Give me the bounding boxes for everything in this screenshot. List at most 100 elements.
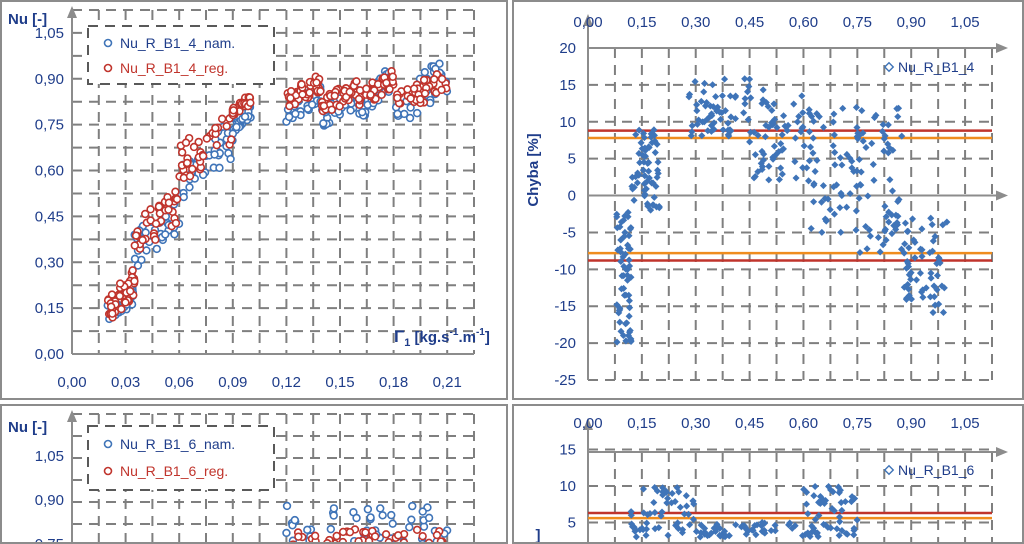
p2-point: [725, 132, 733, 140]
p2-point: [645, 159, 653, 167]
p1-point-reg: [172, 195, 182, 204]
p2-legend-marker: [883, 61, 895, 73]
chart-panel-nu-b1-6: 0,75 0,90 1,05 Nu [-] Nu_R_B1_6_nam. Nu_R_B1_…: [0, 404, 508, 544]
p1-point-reg: [130, 241, 139, 250]
p2-point: [858, 107, 866, 115]
p2-point: [790, 100, 798, 108]
p2-point: [807, 224, 815, 233]
p2-point: [888, 229, 896, 238]
p4-point: [689, 515, 697, 523]
p1-point-reg: [202, 134, 212, 143]
p2-point: [626, 245, 634, 253]
p1-point-reg: [125, 286, 135, 296]
p4-y-tick: 10: [559, 478, 576, 495]
p2-point: [613, 224, 621, 232]
p2-point: [805, 106, 813, 114]
p2-point: [616, 318, 624, 326]
p2-point: [856, 181, 864, 189]
p1-point-reg: [227, 135, 236, 144]
p4-point: [716, 524, 724, 532]
p2-point: [741, 100, 749, 108]
p1-point-reg: [388, 72, 397, 81]
p1-y-tick: 0,15: [35, 300, 64, 317]
p4-point: [836, 518, 844, 526]
p4-point: [642, 531, 650, 539]
p3-point-reg: [418, 532, 427, 541]
p2-x-tick: 0,90: [897, 14, 926, 31]
p2-x-tick: 0,00: [573, 14, 602, 31]
p2-point: [855, 132, 863, 140]
p2-point: [882, 236, 890, 244]
p1-y-tick: 0,45: [35, 208, 64, 225]
p2-point: [750, 174, 758, 182]
p2-point: [868, 139, 876, 147]
p1-point-nam: [240, 112, 250, 121]
p2-point: [836, 154, 844, 162]
p2-point: [632, 131, 640, 139]
p2-point: [929, 237, 937, 245]
p4-point: [800, 485, 808, 493]
p1-x-label-part: Γ: [394, 327, 404, 346]
p1-point-reg: [246, 98, 255, 108]
p1-point-reg: [409, 84, 419, 93]
p2-point: [821, 195, 829, 203]
p1-legend-marker-reg: [103, 63, 113, 73]
p2-point: [885, 218, 893, 226]
p3-legend-nam: Nu_R_B1_6_nam.: [120, 436, 235, 452]
p2-point: [641, 192, 649, 200]
p1-point-reg: [229, 106, 238, 115]
p4-point: [683, 502, 691, 510]
p2-point: [640, 186, 649, 194]
p1-y-tick: 1,05: [35, 25, 64, 42]
p2-point: [830, 210, 838, 218]
p2-point: [879, 121, 887, 129]
p1-point-reg: [437, 74, 447, 84]
p3-point-reg: [354, 537, 363, 542]
p1-x-tick: 0,18: [379, 374, 408, 391]
p2-point: [746, 75, 754, 83]
p1-point-reg: [171, 187, 180, 196]
p2-point: [876, 248, 884, 256]
p2-point: [892, 225, 900, 233]
p1-point-nam: [170, 230, 179, 239]
p3-point-reg: [384, 538, 393, 542]
p2-point: [775, 148, 783, 156]
p2-point: [852, 207, 860, 215]
p2-point: [852, 226, 860, 234]
p1-point-reg: [171, 218, 181, 228]
p2-x-tick: 0,45: [735, 14, 764, 31]
p1-point-nam: [185, 182, 194, 192]
p1-point-reg: [335, 102, 344, 111]
p3-point-nam: [387, 510, 396, 520]
p1-point-reg: [106, 302, 116, 311]
chart-panel-chyba-b1-4: -25 -20 -15 -10 -5 0 5 10 15 20 0,00 0,15 0,30 0,45 0,…: [512, 0, 1024, 400]
p2-point: [817, 198, 826, 206]
p4-point: [680, 510, 688, 518]
p2-point: [900, 283, 908, 291]
p2-point: [747, 94, 755, 102]
p1-legend-reg: Nu_R_B1_4_reg.: [120, 60, 228, 76]
p2-y-tick: -20: [554, 335, 576, 352]
p1-point-reg: [416, 95, 425, 104]
p2-point: [843, 203, 851, 211]
p1-point-reg: [130, 276, 139, 286]
p2-point: [732, 92, 740, 100]
p2-point: [625, 297, 633, 305]
chart-panel-chyba-b1-6: 5 10 15 0,00 0,15 0,30 0,45 0,60 0,75 0,90 1,05] Nu…: [512, 404, 1024, 544]
p1-point-reg: [385, 85, 394, 94]
p2-point: [810, 181, 818, 189]
p2-y-tick: -10: [554, 261, 576, 278]
p3-y-tick: 0,75: [35, 536, 64, 544]
p2-point: [751, 151, 759, 159]
p2-point: [904, 260, 912, 268]
p2-point: [623, 319, 631, 327]
p3-point-nam: [352, 513, 361, 523]
p4-y-tick: 5: [568, 515, 576, 532]
p2-point: [927, 274, 935, 282]
p2-point: [709, 81, 717, 89]
chart-svg-chyba-b1-4: -25 -20 -15 -10 -5 0 5 10 15 20 0,00 0,15 0,30 0,45 0,…: [525, 14, 1008, 389]
p2-point: [775, 175, 783, 184]
p2-point: [628, 182, 636, 190]
p1-point-nam: [346, 106, 355, 115]
p2-legend-label: Nu_R_B1_4: [898, 59, 974, 75]
